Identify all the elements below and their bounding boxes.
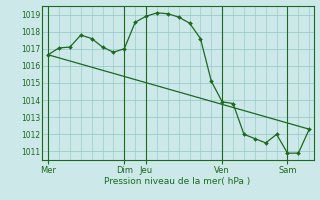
X-axis label: Pression niveau de la mer( hPa ): Pression niveau de la mer( hPa ) xyxy=(104,177,251,186)
